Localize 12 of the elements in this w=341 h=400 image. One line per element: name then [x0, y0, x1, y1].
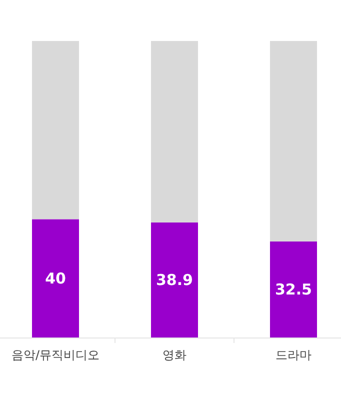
bar [270, 241, 317, 338]
data-label: 32.5 [274, 280, 312, 299]
data-label: 38.9 [156, 271, 194, 290]
data-label: 40 [45, 270, 66, 288]
bar [32, 219, 79, 338]
x-tick-label: 드라마 [276, 348, 312, 362]
bar [151, 41, 198, 222]
bar [151, 222, 198, 338]
bar [270, 41, 317, 242]
bar [32, 41, 79, 220]
x-tick-label: 음악/뮤직비디오 [11, 348, 100, 362]
x-tick-label: 영화 [162, 348, 186, 362]
